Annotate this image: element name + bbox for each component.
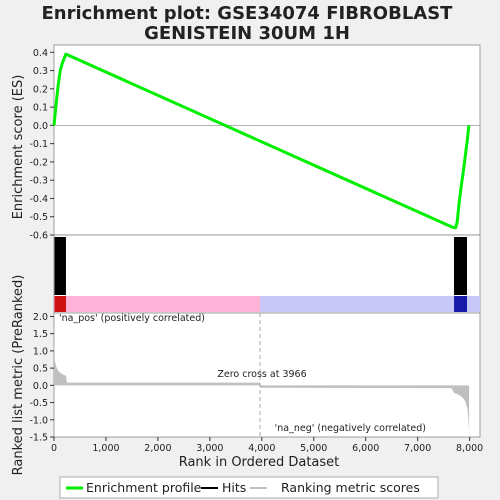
x-tick-label: 7,000 bbox=[404, 443, 431, 454]
x-tick-label: 1,000 bbox=[92, 443, 119, 454]
positive-correlation-label: 'na_pos' (positively correlated) bbox=[59, 313, 205, 324]
x-axis: 0 1,000 2,000 3,000 4,000 5,000 6,000 7,000 8,00… bbox=[51, 437, 483, 454]
x-tick-label: 0 bbox=[51, 443, 57, 454]
es-y-axis: -0.6 -0.5 -0.4 -0.3 -0.2 -0.1 0.0 0.1 0.2 0.3 0.4 bbox=[29, 48, 54, 242]
enrichment-profile-line bbox=[52, 52, 471, 230]
es-y-tick-label: -0.6 bbox=[29, 231, 48, 242]
es-y-tick-label: 0.0 bbox=[33, 121, 48, 132]
es-y-tick-label: -0.1 bbox=[29, 139, 48, 150]
legend-label-hits: Hits bbox=[222, 480, 246, 495]
metric-y-tick-label: 0.5 bbox=[33, 364, 48, 375]
chart-title-line-2: GENISTEIN 30UM 1H bbox=[144, 23, 350, 44]
metric-y-tick-label: 1.0 bbox=[33, 346, 48, 357]
negative-rank-band bbox=[260, 296, 480, 312]
es-y-tick-label: 0.3 bbox=[33, 66, 48, 77]
es-y-tick-label: 0.2 bbox=[33, 84, 48, 95]
x-tick-label: 3,000 bbox=[196, 443, 223, 454]
es-y-tick-label: -0.5 bbox=[29, 212, 48, 223]
metric-panel-frame bbox=[53, 312, 481, 438]
positive-extreme-band bbox=[54, 296, 66, 312]
es-y-tick-label: -0.4 bbox=[29, 194, 48, 205]
chart-title-line-1: Enrichment plot: GSE34074 FIBROBLAST bbox=[42, 3, 454, 24]
metric-y-tick-label: -1.5 bbox=[29, 433, 48, 444]
metric-y-axis: -1.5 -1.0 -0.5 0.0 0.5 1.0 1.5 2.0 bbox=[29, 312, 54, 444]
hits-panel bbox=[54, 237, 480, 312]
es-y-tick-label: -0.3 bbox=[29, 176, 48, 187]
metric-y-tick-label: 0.0 bbox=[33, 381, 48, 392]
es-y-tick-label: 0.4 bbox=[33, 48, 48, 59]
metric-y-tick-label: 1.5 bbox=[33, 329, 48, 340]
metric-y-tick-label: 2.0 bbox=[33, 312, 48, 323]
legend-label-ranking-metric: Ranking metric scores bbox=[281, 480, 420, 495]
positive-rank-band bbox=[54, 296, 261, 312]
x-tick-label: 5,000 bbox=[300, 443, 327, 454]
es-y-tick-label: 0.1 bbox=[33, 103, 48, 114]
es-panel-frame bbox=[53, 44, 481, 236]
es-y-axis-label: Enrichment score (ES) bbox=[11, 75, 26, 220]
negative-correlation-label: 'na_neg' (negatively correlated) bbox=[275, 423, 426, 434]
hit-marks bbox=[454, 237, 468, 295]
hit-marks bbox=[54, 237, 66, 295]
metric-y-tick-label: -0.5 bbox=[29, 398, 48, 409]
x-tick-label: 6,000 bbox=[352, 443, 379, 454]
metric-y-tick-label: -1.0 bbox=[29, 415, 48, 426]
zero-cross-annotation: Zero cross at 3966 bbox=[217, 369, 306, 380]
x-tick-label: 4,000 bbox=[248, 443, 275, 454]
x-axis-label: Rank in Ordered Dataset bbox=[179, 455, 340, 470]
x-tick-label: 8,000 bbox=[456, 443, 483, 454]
legend-label-enrichment-profile: Enrichment profile bbox=[86, 480, 202, 495]
legend-box bbox=[59, 476, 439, 499]
metric-y-axis-label: Ranked list metric (PreRanked) bbox=[11, 275, 26, 476]
es-y-tick-label: -0.2 bbox=[29, 157, 48, 168]
negative-extreme-band bbox=[454, 296, 468, 312]
x-tick-label: 2,000 bbox=[144, 443, 171, 454]
